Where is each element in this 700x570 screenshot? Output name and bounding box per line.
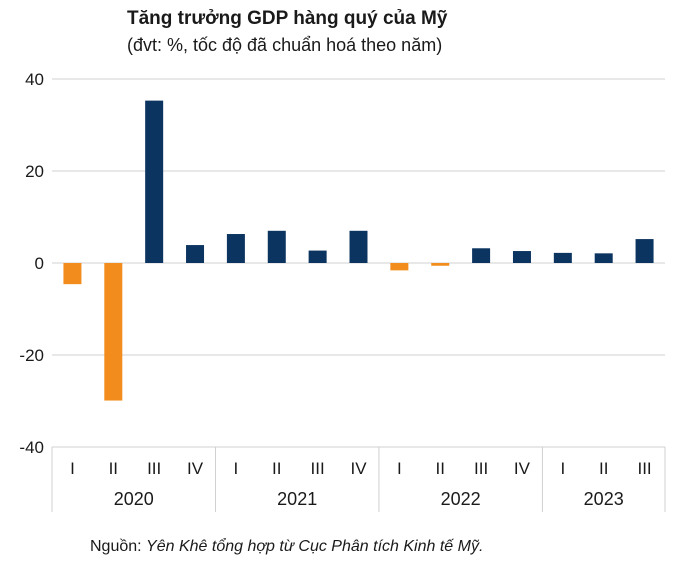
source-note: Nguồn: Yên Khê tổng hợp từ Cục Phân tích…	[90, 538, 483, 556]
bar	[431, 263, 450, 266]
bar	[186, 245, 205, 263]
x-tick-label: III	[147, 459, 161, 478]
y-tick-label: 20	[25, 162, 44, 181]
x-tick-label: II	[436, 459, 445, 478]
y-tick-label: -20	[19, 346, 44, 365]
group-label: 2021	[277, 489, 317, 509]
x-tick-label: I	[397, 459, 402, 478]
bar	[553, 252, 572, 263]
bar	[635, 239, 654, 263]
x-tick-label: II	[599, 459, 608, 478]
bar	[349, 230, 368, 263]
group-label: 2023	[584, 489, 624, 509]
bar	[145, 100, 164, 264]
x-tick-label: IV	[514, 459, 531, 478]
x-tick-label: II	[272, 459, 281, 478]
chart-title: Tăng trưởng GDP hàng quý của Mỹ	[127, 8, 448, 29]
source-text: Yên Khê tổng hợp từ Cục Phân tích Kinh t…	[146, 538, 484, 555]
bar	[308, 250, 327, 263]
x-tick-label: III	[474, 459, 488, 478]
chart-subtitle: (đvt: %, tốc độ đã chuẩn hoá theo năm)	[127, 35, 443, 55]
bar	[226, 234, 245, 263]
x-tick-label: I	[70, 459, 75, 478]
source-prefix: Nguồn:	[90, 538, 147, 555]
x-tick-label: II	[109, 459, 118, 478]
y-tick-label: -40	[19, 438, 44, 457]
bar	[267, 230, 286, 263]
bar	[390, 263, 409, 271]
x-tick-label: I	[560, 459, 565, 478]
bar	[512, 251, 531, 263]
x-tick-label: IV	[187, 459, 204, 478]
x-tick-label: I	[234, 459, 239, 478]
bar	[472, 248, 491, 263]
bar	[63, 263, 82, 285]
y-tick-label: 40	[25, 70, 44, 89]
bar	[104, 263, 123, 401]
x-tick-label: IV	[350, 459, 367, 478]
group-label: 2022	[441, 489, 481, 509]
y-tick-label: 0	[35, 254, 44, 273]
bar	[594, 253, 613, 263]
x-tick-label: III	[637, 459, 651, 478]
x-tick-label: III	[311, 459, 325, 478]
group-label: 2020	[114, 489, 154, 509]
